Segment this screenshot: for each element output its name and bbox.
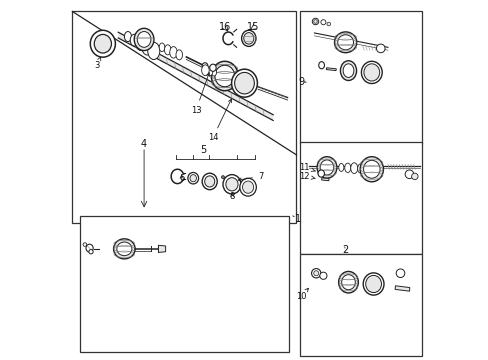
Ellipse shape xyxy=(363,160,379,178)
Ellipse shape xyxy=(190,175,196,182)
Polygon shape xyxy=(394,286,409,291)
Circle shape xyxy=(319,272,326,279)
Ellipse shape xyxy=(130,34,138,46)
Text: 16: 16 xyxy=(219,22,231,32)
Ellipse shape xyxy=(202,63,207,69)
Ellipse shape xyxy=(94,35,111,53)
Ellipse shape xyxy=(209,64,216,71)
Ellipse shape xyxy=(201,65,209,76)
Ellipse shape xyxy=(341,275,355,290)
Circle shape xyxy=(395,269,404,278)
Ellipse shape xyxy=(334,32,356,53)
Ellipse shape xyxy=(338,271,358,293)
Ellipse shape xyxy=(343,64,353,77)
Ellipse shape xyxy=(159,43,164,51)
Text: 15: 15 xyxy=(247,22,259,32)
Ellipse shape xyxy=(124,32,131,41)
Text: 9: 9 xyxy=(298,77,304,87)
Polygon shape xyxy=(300,142,421,253)
Text: 8: 8 xyxy=(229,192,235,201)
Polygon shape xyxy=(118,32,273,121)
Circle shape xyxy=(320,20,325,25)
Circle shape xyxy=(376,44,384,53)
Ellipse shape xyxy=(234,72,254,94)
Text: 11: 11 xyxy=(299,163,315,172)
Polygon shape xyxy=(321,178,328,181)
Circle shape xyxy=(411,173,417,180)
Ellipse shape xyxy=(242,181,253,193)
Circle shape xyxy=(312,18,318,25)
Ellipse shape xyxy=(169,46,177,58)
Ellipse shape xyxy=(136,37,145,50)
Ellipse shape xyxy=(365,275,381,293)
Polygon shape xyxy=(300,12,421,144)
Polygon shape xyxy=(158,245,165,252)
Text: 4: 4 xyxy=(141,139,147,149)
Ellipse shape xyxy=(363,64,379,81)
Ellipse shape xyxy=(117,242,132,256)
Ellipse shape xyxy=(244,33,253,44)
Ellipse shape xyxy=(223,175,241,194)
Ellipse shape xyxy=(206,67,212,76)
Ellipse shape xyxy=(164,45,171,55)
Text: 5: 5 xyxy=(200,145,206,155)
Ellipse shape xyxy=(360,157,383,182)
Circle shape xyxy=(313,20,317,23)
Ellipse shape xyxy=(241,30,255,46)
Circle shape xyxy=(313,271,318,276)
Polygon shape xyxy=(300,253,421,356)
Ellipse shape xyxy=(231,69,257,97)
Ellipse shape xyxy=(176,50,182,60)
Ellipse shape xyxy=(364,165,369,173)
Ellipse shape xyxy=(204,176,214,187)
Text: 1: 1 xyxy=(294,215,300,224)
Ellipse shape xyxy=(340,61,356,81)
Circle shape xyxy=(326,22,330,26)
Polygon shape xyxy=(72,12,296,223)
Ellipse shape xyxy=(202,173,217,190)
Ellipse shape xyxy=(86,244,93,252)
Ellipse shape xyxy=(344,163,350,172)
Text: 6: 6 xyxy=(179,174,184,183)
Ellipse shape xyxy=(317,170,324,177)
Ellipse shape xyxy=(214,65,234,87)
Ellipse shape xyxy=(337,35,353,50)
Polygon shape xyxy=(325,68,336,71)
Ellipse shape xyxy=(113,239,135,259)
Ellipse shape xyxy=(90,30,115,57)
Circle shape xyxy=(89,249,93,254)
Ellipse shape xyxy=(137,32,151,47)
Ellipse shape xyxy=(317,157,336,178)
Ellipse shape xyxy=(357,164,363,173)
Ellipse shape xyxy=(318,62,324,69)
Ellipse shape xyxy=(350,163,357,174)
Ellipse shape xyxy=(211,61,238,91)
Text: 7: 7 xyxy=(238,172,263,181)
Ellipse shape xyxy=(134,28,154,50)
Text: 13: 13 xyxy=(190,73,209,114)
Text: 2: 2 xyxy=(341,245,347,255)
Ellipse shape xyxy=(363,273,383,295)
Ellipse shape xyxy=(320,160,333,175)
Circle shape xyxy=(405,170,413,179)
Text: 14: 14 xyxy=(207,99,231,142)
Polygon shape xyxy=(80,216,289,352)
Text: 12: 12 xyxy=(299,172,315,181)
Ellipse shape xyxy=(211,69,216,76)
Text: 3: 3 xyxy=(94,57,101,70)
Ellipse shape xyxy=(187,172,198,184)
Ellipse shape xyxy=(239,178,256,196)
Ellipse shape xyxy=(142,40,152,55)
Ellipse shape xyxy=(147,42,160,59)
Ellipse shape xyxy=(338,163,343,171)
Ellipse shape xyxy=(225,178,238,191)
Circle shape xyxy=(83,243,86,246)
Circle shape xyxy=(311,269,320,278)
Circle shape xyxy=(221,176,224,179)
Ellipse shape xyxy=(361,61,382,84)
Text: 10: 10 xyxy=(295,288,308,301)
